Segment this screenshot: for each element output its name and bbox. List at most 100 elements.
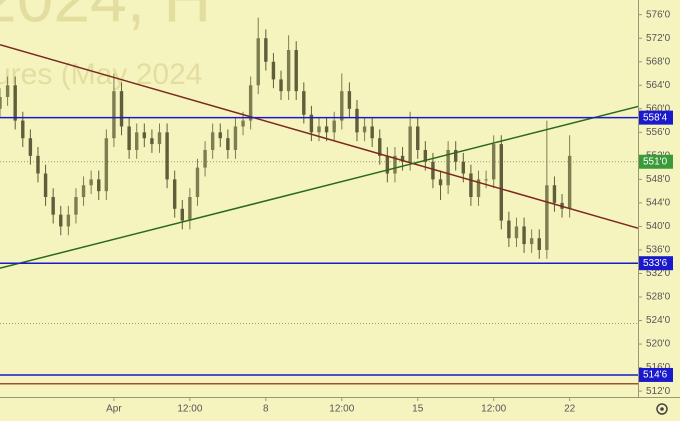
candle-body (499, 144, 503, 221)
y-tick-label: 532'0 (646, 268, 671, 279)
candle-body (286, 49, 291, 92)
candle-body (180, 208, 184, 221)
settings-icon[interactable] (656, 403, 668, 415)
y-tick-label: 540'0 (646, 221, 671, 232)
candle-body (454, 149, 458, 162)
y-tick-label: 560'0 (646, 103, 671, 114)
candle-body (135, 132, 139, 150)
candle-body (370, 126, 374, 139)
candle-body (393, 155, 397, 174)
candle-body (36, 155, 40, 174)
candle-body (431, 161, 435, 180)
candle-body (491, 144, 496, 180)
candle-body (378, 138, 382, 156)
y-tick-label: 568'0 (646, 56, 671, 67)
trend-line (0, 43, 639, 229)
candle-body (522, 226, 526, 245)
candle-body (104, 138, 109, 192)
candle-body (21, 120, 25, 139)
candle-body (317, 126, 321, 133)
x-tick-label: 12:00 (177, 404, 202, 415)
y-tick-label: 556'0 (646, 127, 671, 138)
y-tick-label: 516'0 (646, 362, 671, 373)
candle-body (332, 120, 336, 133)
candle-body (385, 155, 390, 174)
candle-body (514, 226, 519, 239)
candle-body (279, 79, 283, 92)
candle-body (203, 149, 207, 168)
y-tick-label: 528'0 (646, 292, 671, 303)
candle-body (248, 85, 253, 121)
candle-body (567, 155, 572, 209)
candle-body (241, 120, 245, 127)
y-tick-label: 564'0 (646, 80, 671, 91)
candle-body (119, 91, 124, 127)
candle-body (469, 173, 473, 198)
candle-body (537, 238, 541, 250)
price-label-box (639, 110, 673, 125)
candle-body (233, 126, 238, 150)
candle-body (43, 173, 48, 198)
candle-body (529, 238, 534, 245)
y-tick-label: 548'0 (646, 174, 671, 185)
candle-body (74, 197, 78, 215)
candle-body (127, 126, 131, 150)
x-tick-label: 12:00 (481, 404, 506, 415)
candle-body (302, 91, 306, 115)
price-label: 533'6 (643, 258, 668, 269)
candle-body (545, 185, 549, 250)
candle-body (150, 138, 154, 145)
trend-line (0, 105, 639, 269)
candle-body (309, 114, 314, 133)
x-tick-label: 12:00 (329, 404, 354, 415)
candle-body (172, 179, 177, 209)
candle-body (347, 91, 352, 109)
candle-body (355, 108, 359, 133)
candle-body (507, 220, 511, 239)
candle-body (362, 126, 367, 133)
y-tick-label: 576'0 (646, 9, 671, 20)
candle-body (13, 85, 17, 121)
price-label-box (639, 256, 673, 271)
candle-body (264, 38, 268, 62)
candle-body (112, 91, 116, 139)
y-tick-label: 536'0 (646, 245, 671, 256)
candle-body (226, 138, 230, 150)
candle-body (423, 149, 428, 162)
candle-body (552, 185, 557, 203)
y-tick-label: 520'0 (646, 339, 671, 350)
y-tick-label: 512'0 (646, 386, 671, 397)
candle-body (5, 85, 10, 98)
settings-gear[interactable] (656, 403, 668, 415)
candle-body (142, 132, 147, 139)
candle-body (66, 214, 71, 227)
candle-body (188, 197, 192, 221)
candle-body (271, 61, 276, 80)
candle-body (157, 132, 162, 145)
candle-body (195, 167, 200, 198)
candle-body (416, 126, 420, 150)
candle-body (324, 126, 329, 133)
candle-body (165, 132, 169, 180)
y-tick-label: 524'0 (646, 315, 671, 326)
candle-body (89, 179, 93, 186)
x-tick-label: 8 (263, 404, 269, 415)
candle-body (461, 161, 466, 174)
watermark-title: 2024, H (0, 0, 211, 35)
candle-body (0, 97, 2, 109)
price-label-box (639, 367, 673, 382)
settings-gear-center[interactable] (660, 407, 664, 411)
last-price-label: 551'0 (643, 156, 668, 167)
x-tick-label: 15 (412, 404, 424, 415)
price-label: 558'4 (643, 112, 668, 123)
candle-body (340, 91, 344, 121)
plot (0, 17, 639, 385)
x-tick-label: Apr (106, 404, 122, 415)
candle-body (476, 179, 481, 198)
candle-body (28, 138, 33, 156)
x-tick-label: 22 (564, 404, 576, 415)
last-price-box (639, 154, 673, 169)
candle-body (408, 126, 412, 162)
candle-body (97, 179, 101, 192)
